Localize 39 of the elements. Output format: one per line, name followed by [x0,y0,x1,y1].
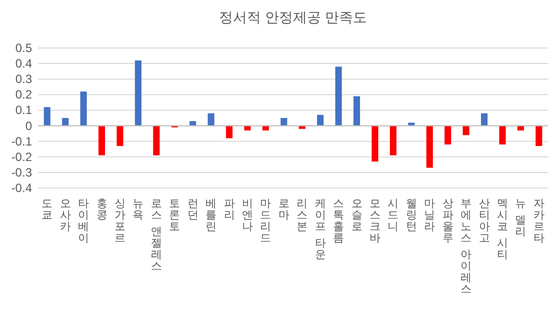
y-tick-label: 0.1 [15,103,32,118]
x-tick-label: 홍콩 [96,198,108,222]
x-tick-label: 오슬로 [351,198,362,233]
x-tick-label: 뉴욕 [132,198,144,222]
y-tick-label: -0.4 [11,181,32,195]
y-tick-label: -0.2 [11,150,32,164]
x-tick-label: 시드니 [388,198,399,233]
y-tick-label: -0.1 [11,134,32,148]
x-tick-label: 자카르타 [533,198,544,244]
x-tick-label: 파리 [224,198,235,222]
x-tick-label: 모스크바 [369,198,380,244]
x-tick-label: 로마 [278,198,290,222]
x-tick-label: 마드리드 [260,198,272,244]
chart-title: 정서적 안정제공 만족도 [219,9,367,25]
x-tick-label: 리스본 [296,198,308,233]
x-tick-label: 부에노스 아이레스 [460,198,472,296]
x-tick-label: 상파울루 [442,198,454,244]
y-tick-label: 0.3 [15,72,32,86]
y-tick-label: 0.5 [15,41,32,55]
x-tick-label: 베를린 [206,198,217,233]
y-tick-label: 0 [25,118,32,133]
x-tick-label: 비엔나 [242,198,253,233]
y-tick-label: 0.4 [15,56,32,71]
x-tick-label: 싱가포르 [114,198,126,244]
y-tick-label: -0.3 [11,165,32,180]
x-tick-label: 런던 [187,198,198,222]
x-tick-label: 스톡홀름 [333,198,344,244]
x-tick-label: 토론토 [169,198,180,233]
y-tick-label: 0.2 [15,88,32,102]
x-tick-label: 멕시코 시티 [496,198,508,261]
x-tick-label: 오사카 [60,198,71,233]
x-tick-label: 뉴 델리 [515,198,526,238]
x-tick-label: 도쿄 [42,198,53,222]
x-tick-label: 로스 앤젤레스 [150,198,162,272]
x-tick-label: 케이프 타운 [314,198,326,261]
x-tick-label: 산티아고 [478,198,490,244]
x-tick-label: 타이베이 [78,198,90,244]
x-tick-label: 마닐라 [424,198,436,233]
x-tick-label: 웰링턴 [406,198,417,233]
